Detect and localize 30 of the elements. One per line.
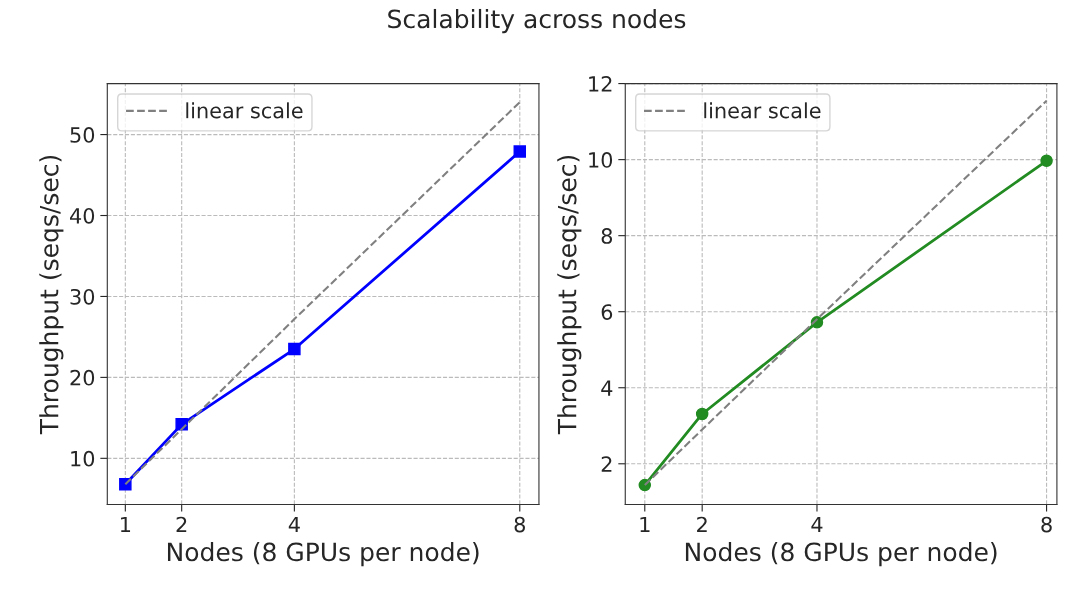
x-tick-label: 8 [514,516,525,533]
legend-label: linear scale [186,102,303,119]
y-tick-label: 2 [601,456,612,472]
point [513,145,527,158]
point [1040,154,1053,168]
y-tick-label: 10 [71,450,95,467]
x-tick-label: 1 [120,516,131,533]
point [695,407,709,421]
y-tick-label: 8 [601,228,613,244]
x-tick-label: 2 [176,516,187,533]
chart-title: Scalability across nodes [388,8,686,34]
legend-label: linear scale [704,102,821,119]
y-axis-title: Throughput (seqs/sec) [557,155,582,435]
point [288,342,301,356]
y-tick-label: 40 [70,207,95,224]
x-tick-label: 4 [811,516,823,533]
y-tick-label: 20 [70,369,95,386]
y-tick-label: 50 [70,127,95,143]
y-tick-label: 6 [601,304,613,320]
x-tick-label: 8 [1041,516,1052,533]
x-axis-title: Nodes (8 GPUs per node) [167,541,479,567]
y-tick-label: 12 [589,76,612,92]
y-tick-label: 4 [601,380,613,396]
x-tick-label: 1 [640,516,650,533]
y-tick-label: 10 [589,152,613,168]
x-axis-title: Nodes (8 GPUs per node) [685,541,997,567]
y-tick-label: 30 [70,288,95,305]
y-axis-title: Throughput (seqs/sec) [39,155,64,435]
x-tick-label: 2 [697,516,707,533]
x-tick-label: 4 [288,516,300,533]
